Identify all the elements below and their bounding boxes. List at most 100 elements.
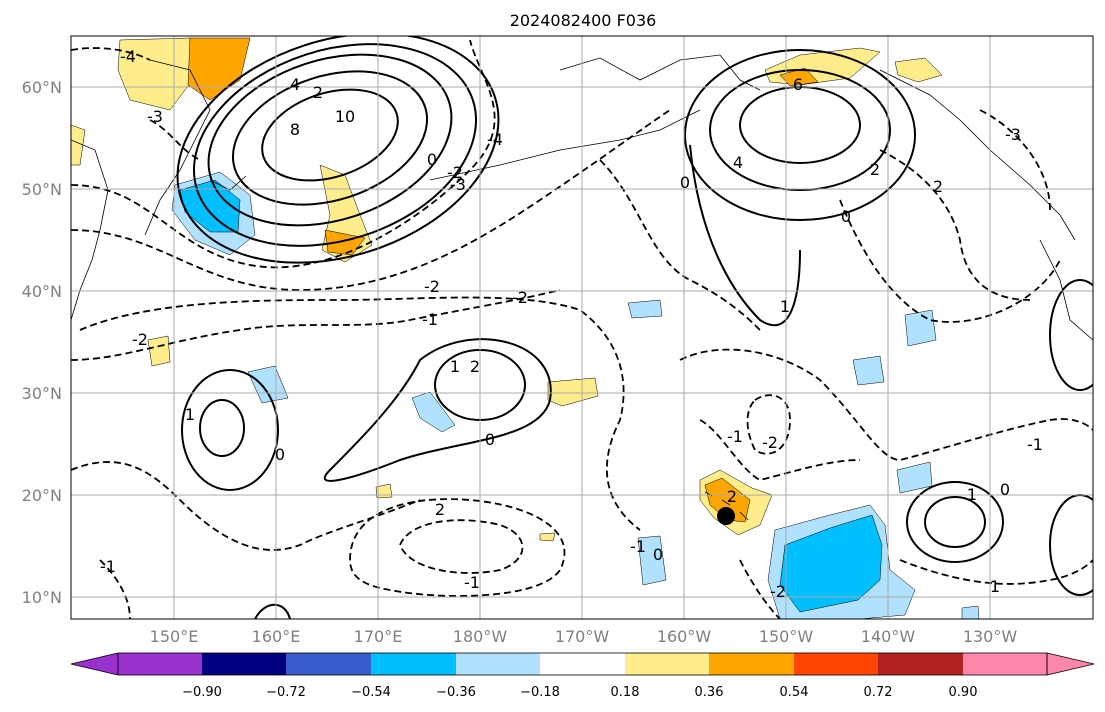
- colorbar: −0.90 −0.72 −0.54 −0.36 −0.18 0.18 0.36 …: [70, 652, 1095, 700]
- shade-yellow-ne2: [894, 57, 943, 83]
- contour-label: 0: [1000, 480, 1010, 499]
- contour-high-nw-5: [176, 36, 500, 264]
- contour-neg-7: [399, 519, 524, 574]
- gridlines: [71, 36, 1093, 619]
- contour-label: 1: [450, 357, 460, 376]
- contour-label: -2: [447, 163, 463, 182]
- contour-label: 8: [290, 120, 300, 139]
- lat-label: 20°N: [22, 486, 62, 505]
- contour-label: 10: [335, 107, 355, 126]
- contour-neg-3: [79, 296, 641, 531]
- contour-high-ne-tail: [689, 144, 801, 327]
- colorbar-bin: [794, 653, 878, 675]
- contour-label: -1: [422, 310, 438, 329]
- contour-high-ne-2: [709, 69, 891, 191]
- contour-neg-8: [679, 348, 1093, 461]
- lat-label: 40°N: [22, 282, 62, 301]
- contour-neg-6: [349, 498, 566, 597]
- contour-label: -3: [147, 107, 163, 126]
- contour-label: -1: [100, 557, 116, 576]
- contour-neg-19: [149, 119, 201, 161]
- contour-label: 1: [185, 405, 195, 424]
- contours-negative: [71, 39, 1093, 619]
- shade-orange-hawaii: [704, 477, 751, 523]
- coast-kamchatka: [144, 59, 211, 236]
- colorbar-bin: [963, 653, 1047, 675]
- contour-label: -2: [132, 330, 148, 349]
- lon-label: 130°W: [963, 627, 1018, 646]
- contour-label: -2: [762, 433, 778, 452]
- contour-label: 2: [313, 83, 323, 102]
- shade-blue-e2: [852, 355, 885, 386]
- lon-label: 160°W: [657, 627, 712, 646]
- contour-neg-14: [899, 559, 1093, 585]
- contour-label: -4: [120, 47, 136, 66]
- contour-high-nw-2: [231, 70, 429, 206]
- colorbar-extend-left: [70, 652, 119, 676]
- storm-marker: [717, 507, 735, 525]
- contour-label: -4: [487, 130, 503, 149]
- map-plot-area: 10 8 4 2 0 -2 -3 -4 -1 1 2 0 -2 -1 6 4 2…: [71, 36, 1093, 619]
- contour-label: -1: [464, 573, 480, 592]
- contour-label: -2: [770, 582, 786, 601]
- contour-neg-2: [71, 109, 671, 291]
- contour-high-nw-4: [193, 43, 477, 247]
- contour-neg-12: [879, 149, 1031, 301]
- colorbar-bin: [286, 653, 371, 675]
- lat-label: 60°N: [22, 78, 62, 97]
- lat-label: 30°N: [22, 384, 62, 403]
- contour-neg-17: [599, 159, 761, 331]
- colorbar-tick: 0.72: [864, 685, 893, 700]
- contour-label: -2: [512, 288, 528, 307]
- contour-label: 2: [933, 177, 943, 196]
- contour-label: 0: [841, 207, 851, 226]
- colorbar-bin: [540, 653, 625, 675]
- contour-se-2: [906, 481, 1004, 563]
- contour-w-1: [199, 399, 245, 457]
- lon-label: 160°E: [252, 627, 301, 646]
- colorbar-bin: [371, 653, 456, 675]
- contour-low: [254, 603, 291, 619]
- contour-neg-9: [699, 419, 861, 481]
- map-title: 2024082400 F036: [510, 11, 657, 30]
- contour-label: 0: [275, 445, 285, 464]
- colorbar-bin: [625, 653, 709, 675]
- colorbar-tick: 0.18: [611, 685, 640, 700]
- contour-label: 6: [793, 75, 803, 94]
- shade-blue-w3: [247, 365, 289, 404]
- lon-labels: 150°E 160°E 170°E 180°W 170°W 160°W 150°…: [150, 627, 1018, 646]
- contour-label: -1: [1027, 435, 1043, 454]
- lon-label: 170°W: [555, 627, 610, 646]
- contour-label: 0: [485, 430, 495, 449]
- colorbar-bin: [118, 653, 202, 675]
- lat-labels: 60°N 50°N 40°N 30°N 20°N 10°N: [22, 78, 62, 607]
- shade-yellow-ne: [764, 47, 881, 86]
- shade-cyan-se: [779, 514, 883, 613]
- contour-e-1: [1049, 279, 1093, 391]
- lat-label: 10°N: [22, 588, 62, 607]
- contour-e-2: [1049, 494, 1093, 596]
- contour-label: 2: [870, 160, 880, 179]
- colorbar-tick: −0.54: [351, 685, 391, 700]
- shade-cyan-nw: [179, 179, 241, 233]
- colorbar-tick: −0.72: [266, 685, 306, 700]
- contour-label: -1: [727, 427, 743, 446]
- colorbar-tick: −0.18: [520, 685, 560, 700]
- coast-alaska-s: [879, 69, 1076, 241]
- shade-blue-se2: [896, 461, 933, 494]
- shade-blue-s: [637, 535, 667, 586]
- contour-labels: 10 8 4 2 0 -2 -3 -4 -1 1 2 0 -2 -1 6 4 2…: [100, 47, 1043, 601]
- shade-yellow-s: [539, 532, 556, 542]
- coast-canada: [1039, 239, 1093, 341]
- contour-high-ne-3: [684, 49, 916, 221]
- contour-label: 0: [653, 545, 663, 564]
- shade-blue-se3: [961, 605, 980, 619]
- lat-label: 50°N: [22, 180, 62, 199]
- contour-neg-15: [739, 559, 781, 619]
- contour-label: 4: [733, 153, 743, 172]
- contours-positive: [176, 36, 1093, 619]
- coast-alaska-w: [559, 54, 761, 91]
- contour-neg-10: [746, 394, 791, 455]
- colorbar-tick: 0.54: [780, 685, 809, 700]
